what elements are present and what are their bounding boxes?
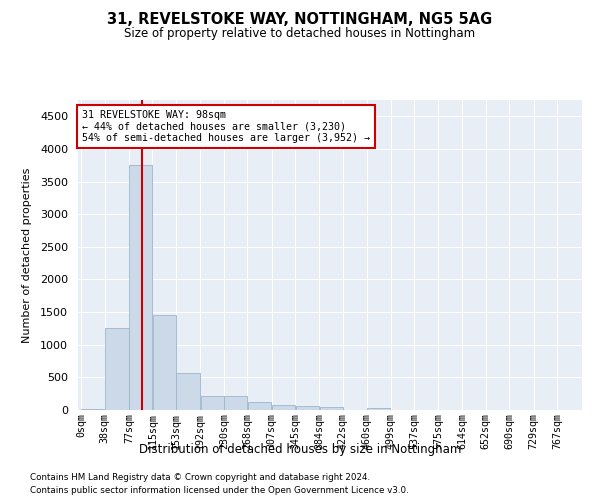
Text: 31 REVELSTOKE WAY: 98sqm
← 44% of detached houses are smaller (3,230)
54% of sem: 31 REVELSTOKE WAY: 98sqm ← 44% of detach… xyxy=(82,110,370,143)
Text: Contains HM Land Registry data © Crown copyright and database right 2024.: Contains HM Land Registry data © Crown c… xyxy=(30,472,370,482)
Bar xyxy=(105,328,128,410)
Bar xyxy=(153,316,176,410)
Bar xyxy=(320,406,343,410)
Bar xyxy=(224,396,247,410)
Text: Size of property relative to detached houses in Nottingham: Size of property relative to detached ho… xyxy=(124,28,476,40)
Y-axis label: Number of detached properties: Number of detached properties xyxy=(22,168,32,342)
Bar xyxy=(129,166,152,410)
Text: 31, REVELSTOKE WAY, NOTTINGHAM, NG5 5AG: 31, REVELSTOKE WAY, NOTTINGHAM, NG5 5AG xyxy=(107,12,493,28)
Bar xyxy=(272,405,295,410)
Bar xyxy=(176,373,200,410)
Text: Contains public sector information licensed under the Open Government Licence v3: Contains public sector information licen… xyxy=(30,486,409,495)
Bar xyxy=(200,396,224,410)
Bar xyxy=(367,408,391,410)
Bar xyxy=(248,402,271,410)
Bar xyxy=(82,408,104,410)
Bar xyxy=(296,406,319,410)
Text: Distribution of detached houses by size in Nottingham: Distribution of detached houses by size … xyxy=(139,442,461,456)
